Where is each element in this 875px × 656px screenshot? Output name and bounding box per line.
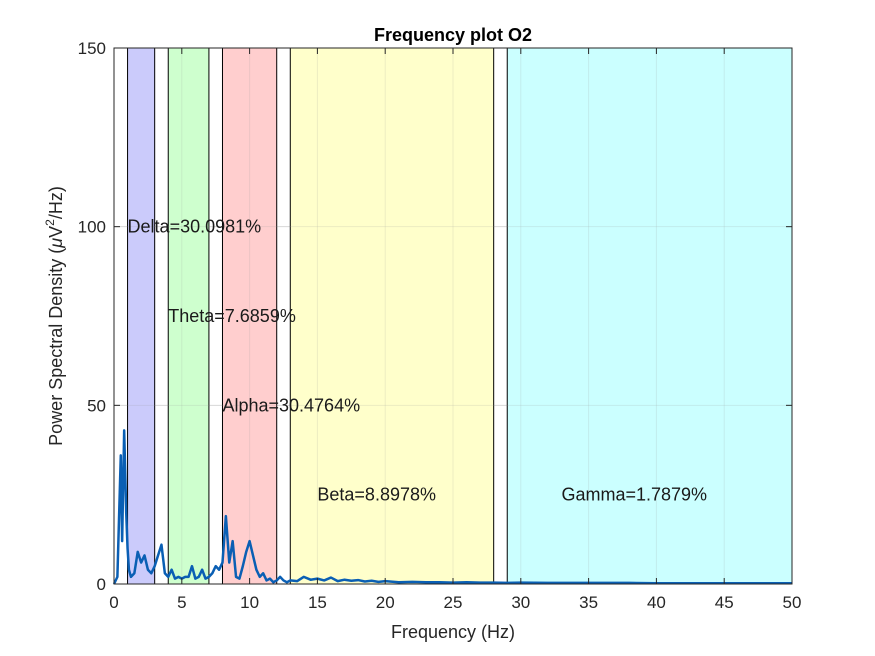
chart-title: Frequency plot O2	[374, 25, 532, 45]
band-alpha	[221, 47, 278, 585]
band-delta	[127, 47, 156, 585]
x-tick-label: 25	[444, 593, 463, 612]
psd-line	[112, 429, 792, 585]
x-tick-label: 45	[715, 593, 734, 612]
x-tick-label: 10	[240, 593, 259, 612]
y-tick-label: 150	[78, 39, 106, 58]
frequency-bands	[114, 47, 793, 585]
y-tick-label: 0	[97, 575, 106, 594]
band-label-beta: Beta=8.8978%	[317, 485, 436, 505]
x-axis-label: Frequency (Hz)	[391, 622, 515, 642]
y-axis-label-prefix: Power Spectral Density (	[46, 248, 66, 446]
ticks: 0 5 10 15 20 25 30 35 40 45 50 0 50 100 150	[78, 39, 802, 612]
y-tick-label: 100	[78, 218, 106, 237]
x-tick-label: 5	[177, 593, 186, 612]
band-labels: Delta=30.0981% Theta=7.6859% Alpha=30.4764…	[128, 217, 708, 505]
x-tick-label: 40	[647, 593, 666, 612]
x-tick-label: 0	[109, 593, 118, 612]
y-axis-label-suffix: /Hz)	[46, 186, 66, 219]
x-tick-label: 50	[783, 593, 802, 612]
psd-series	[112, 429, 792, 585]
y-axis-label-mu: μ	[46, 238, 66, 249]
band-theta	[167, 47, 210, 585]
y-axis-label: Power Spectral Density (μV2/Hz)	[43, 186, 66, 446]
x-tick-label: 20	[376, 593, 395, 612]
y-axis-label-superscript: 2	[43, 219, 57, 226]
band-label-alpha: Alpha=30.4764%	[222, 395, 360, 415]
band-beta	[289, 47, 495, 585]
x-tick-label: 35	[579, 593, 598, 612]
y-axis-label-unit: V	[46, 226, 66, 238]
band-label-delta: Delta=30.0981%	[128, 217, 262, 237]
band-label-theta: Theta=7.6859%	[168, 306, 296, 326]
band-label-gamma: Gamma=1.7879%	[561, 485, 707, 505]
y-tick-label: 50	[87, 396, 106, 415]
x-tick-label: 30	[511, 593, 530, 612]
x-tick-label: 15	[308, 593, 327, 612]
